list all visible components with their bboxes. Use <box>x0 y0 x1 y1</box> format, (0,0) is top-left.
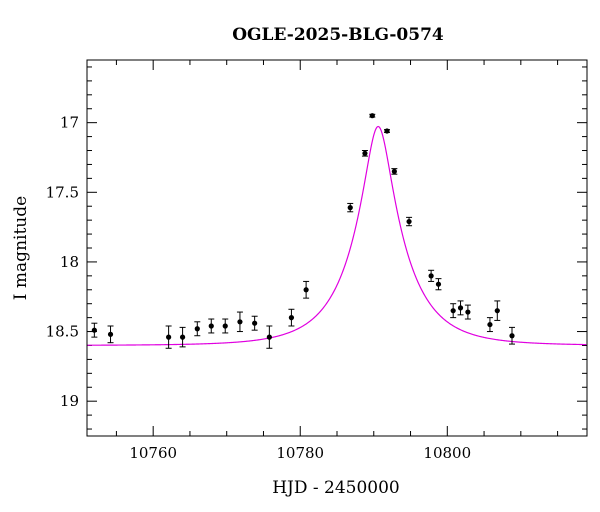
data-point-marker <box>194 326 200 332</box>
y-tick-label: 19 <box>60 392 79 410</box>
chart-title: OGLE-2025-BLG-0574 <box>232 25 444 45</box>
plot-frame <box>86 59 588 437</box>
y-tick-label: 17 <box>60 114 79 132</box>
data-point <box>194 321 201 337</box>
data-point-marker <box>494 308 500 314</box>
data-point <box>369 113 376 119</box>
data-point <box>361 150 368 157</box>
model-light-curve <box>87 125 587 346</box>
data-point <box>288 308 295 327</box>
data-point-marker <box>303 287 309 293</box>
data-point-marker <box>487 321 493 328</box>
data-point <box>428 269 435 282</box>
data-point <box>450 303 457 319</box>
data-point <box>266 325 273 349</box>
data-point-marker <box>107 331 114 337</box>
data-point-marker <box>428 273 434 279</box>
data-point-marker <box>406 218 412 225</box>
y-tick-label: 18 <box>60 253 79 271</box>
data-point-marker <box>252 320 258 326</box>
data-point-marker <box>91 327 97 333</box>
data-point <box>464 304 471 320</box>
y-axis-label: I magnitude <box>11 196 31 300</box>
data-point-marker <box>384 128 390 134</box>
data-point-marker <box>391 168 397 175</box>
data-point-marker <box>208 323 214 329</box>
data-point <box>486 317 493 333</box>
data-point <box>494 300 501 321</box>
data-point-marker <box>369 113 375 119</box>
data-point-marker <box>450 308 456 314</box>
data-point <box>251 315 258 331</box>
axis-ticks <box>87 60 587 436</box>
y-tick-label: 18.5 <box>46 323 79 341</box>
data-point-marker <box>347 205 353 211</box>
x-tick-label: 10760 <box>129 444 177 462</box>
data-point-marker <box>222 323 228 329</box>
data-point <box>107 325 114 344</box>
data-point-marker <box>457 305 464 311</box>
tick-labels: 10760 10780 10800 17 17.5 18 18.5 19 <box>46 114 472 462</box>
x-tick-label: 10800 <box>423 444 471 462</box>
data-point <box>391 168 398 175</box>
data-point <box>457 300 464 316</box>
data-point-marker <box>509 333 515 339</box>
y-tick-label: 17.5 <box>46 183 79 201</box>
data-point <box>384 128 390 134</box>
data-point <box>406 216 413 227</box>
data-point <box>509 326 515 345</box>
x-tick-label: 10780 <box>276 444 324 462</box>
data-point-marker <box>362 150 368 156</box>
x-axis-label: HJD - 2450000 <box>272 478 400 498</box>
data-point-marker <box>237 319 243 325</box>
data-point <box>435 278 442 291</box>
data-point-marker <box>435 281 442 287</box>
data-point <box>165 325 172 349</box>
data-point <box>208 318 215 334</box>
data-point-marker <box>288 315 295 321</box>
data-point-marker <box>465 309 471 315</box>
data-point <box>91 322 98 338</box>
data-point <box>303 280 310 299</box>
data-point-marker <box>166 334 172 340</box>
data-point <box>236 311 243 333</box>
data-point-marker <box>179 334 186 340</box>
data-point <box>222 318 229 334</box>
data-point <box>347 202 354 213</box>
data-point <box>179 326 186 348</box>
data-points <box>91 113 515 349</box>
data-point-marker <box>266 334 272 340</box>
